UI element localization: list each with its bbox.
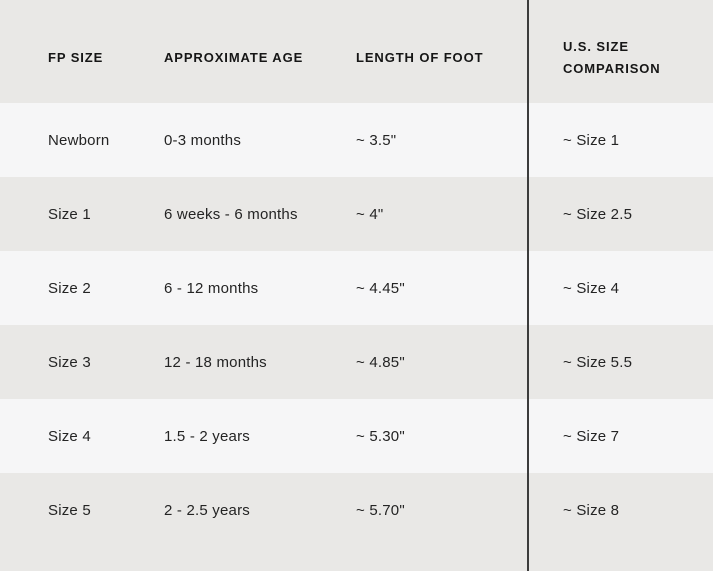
- approximate-age-value: 6 - 12 months: [164, 279, 259, 297]
- approximate-age-value: 2 - 2.5 years: [164, 501, 250, 519]
- us-size-comparison-value: ~ Size 7: [563, 427, 620, 445]
- length-of-foot-value: ~ 3.5": [356, 131, 397, 149]
- length-of-foot-value: ~ 5.30": [356, 427, 405, 445]
- table-row: Size 4 1.5 - 2 years ~ 5.30" ~ Size 7: [0, 399, 713, 473]
- fp-size-value: Size 2: [48, 279, 91, 297]
- approximate-age-value: 12 - 18 months: [164, 353, 267, 371]
- fp-size-value: Size 4: [48, 427, 91, 445]
- column-header-us-size-comparison: U.S. SIZE COMPARISON: [563, 39, 661, 76]
- us-size-comparison-value: ~ Size 5.5: [563, 353, 633, 371]
- approximate-age-value: 6 weeks - 6 months: [164, 205, 298, 223]
- length-of-foot-value: ~ 4": [356, 205, 384, 223]
- us-size-comparison-value: ~ Size 4: [563, 279, 620, 297]
- us-size-comparison-value: ~ Size 2.5: [563, 205, 633, 223]
- column-header-approximate-age: APPROXIMATE AGE: [164, 50, 304, 65]
- fp-size-value: Size 1: [48, 205, 91, 223]
- table-row: Size 3 12 - 18 months ~ 4.85" ~ Size 5.5: [0, 325, 713, 399]
- fp-size-value: Size 5: [48, 501, 91, 519]
- fp-size-value: Size 3: [48, 353, 91, 371]
- us-size-comparison-value: ~ Size 1: [563, 131, 620, 149]
- column-divider-line: [527, 0, 529, 571]
- table-row: Newborn 0-3 months ~ 3.5" ~ Size 1: [0, 103, 713, 177]
- column-header-length-of-foot: LENGTH OF FOOT: [356, 50, 484, 65]
- fp-size-value: Newborn: [48, 131, 110, 149]
- table-header-row: FP SIZE APPROXIMATE AGE LENGTH OF FOOT U…: [0, 0, 713, 103]
- table-row: Size 5 2 - 2.5 years ~ 5.70" ~ Size 8: [0, 473, 713, 547]
- table-row: Size 1 6 weeks - 6 months ~ 4" ~ Size 2.…: [0, 177, 713, 251]
- length-of-foot-value: ~ 5.70": [356, 501, 405, 519]
- table-bottom-filler: [0, 547, 713, 571]
- approximate-age-value: 1.5 - 2 years: [164, 427, 250, 445]
- table-row: Size 2 6 - 12 months ~ 4.45" ~ Size 4: [0, 251, 713, 325]
- length-of-foot-value: ~ 4.45": [356, 279, 405, 297]
- length-of-foot-value: ~ 4.85": [356, 353, 405, 371]
- approximate-age-value: 0-3 months: [164, 131, 242, 149]
- us-size-comparison-value: ~ Size 8: [563, 501, 620, 519]
- column-header-fp-size: FP SIZE: [48, 50, 104, 65]
